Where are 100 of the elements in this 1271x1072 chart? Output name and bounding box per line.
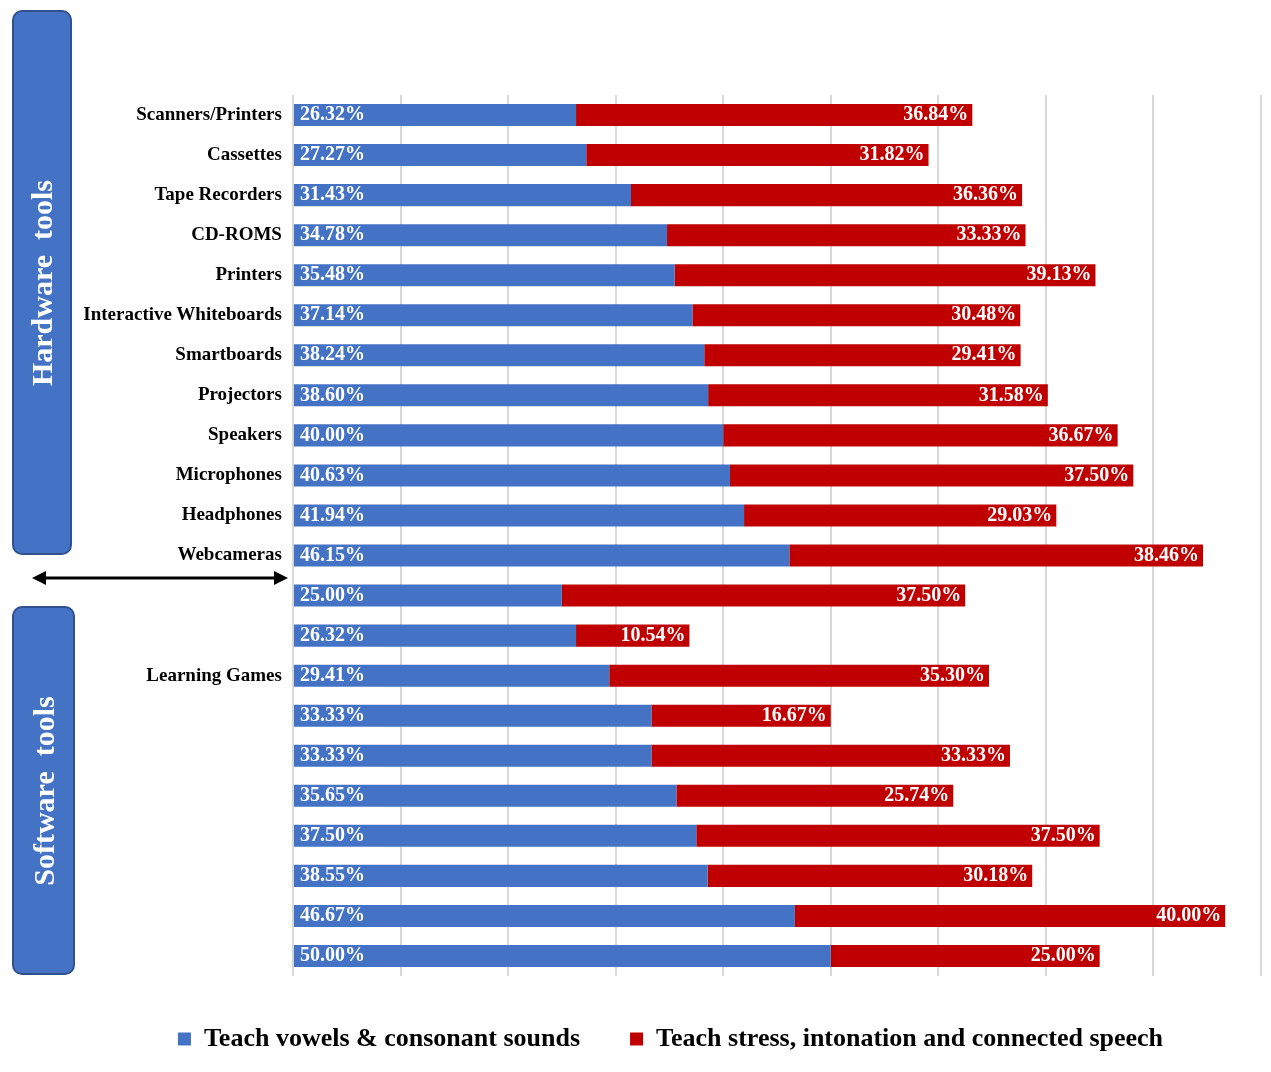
bar bbox=[609, 664, 989, 687]
data-label: 36.36% bbox=[953, 182, 1019, 205]
data-label: 35.30% bbox=[919, 662, 985, 685]
bar bbox=[293, 504, 745, 527]
data-label: 36.67% bbox=[1048, 422, 1114, 445]
text: Software tools bbox=[26, 695, 61, 886]
data-label: 29.41% bbox=[299, 662, 365, 685]
bar bbox=[561, 584, 966, 607]
bar bbox=[676, 784, 954, 807]
data-label: 31.43% bbox=[299, 182, 365, 205]
data-label: 26.32% bbox=[299, 622, 365, 645]
y-tick-label: Printers bbox=[215, 263, 282, 285]
y-tick-label: Tape Recorders bbox=[154, 183, 282, 205]
text: Hardware tools bbox=[25, 179, 59, 386]
data-label: 37.50% bbox=[299, 823, 365, 846]
data-label: 34.78% bbox=[299, 222, 365, 245]
y-tick-label: Interactive Whiteboards bbox=[83, 303, 282, 325]
bar bbox=[293, 824, 697, 847]
bar bbox=[293, 944, 831, 967]
data-label: 29.41% bbox=[951, 342, 1017, 365]
y-tick-label: Headphones bbox=[181, 503, 282, 525]
bar bbox=[729, 464, 1134, 487]
y-tick-label: Webcameras bbox=[177, 543, 282, 565]
data-label: 31.82% bbox=[859, 142, 925, 165]
data-label: 50.00% bbox=[299, 943, 365, 966]
data-label: 38.60% bbox=[299, 382, 365, 405]
bar bbox=[667, 224, 1026, 247]
data-label: 33.33% bbox=[299, 702, 365, 725]
data-label: 33.33% bbox=[940, 742, 1006, 765]
data-label: 36.84% bbox=[903, 102, 969, 125]
bar bbox=[576, 104, 973, 127]
y-tick-label: Microphones bbox=[175, 463, 282, 485]
data-label: 31.58% bbox=[978, 382, 1044, 405]
data-label: 33.33% bbox=[956, 222, 1022, 245]
data-label: 40.63% bbox=[299, 462, 365, 485]
data-label: 39.13% bbox=[1026, 262, 1092, 285]
data-label: 30.48% bbox=[951, 302, 1017, 325]
bar bbox=[707, 864, 1033, 887]
y-tick-label: Learning Games bbox=[146, 663, 282, 685]
data-label: 35.65% bbox=[299, 782, 365, 805]
legend-label: Teach vowels & consonant sounds bbox=[203, 1022, 581, 1052]
data-label: 35.48% bbox=[299, 262, 365, 285]
bar bbox=[293, 184, 632, 207]
bar bbox=[696, 824, 1100, 847]
legend-label: Teach stress, intonation and connected speech bbox=[656, 1022, 1164, 1052]
data-label: 41.94% bbox=[299, 502, 365, 525]
data-label: 37.14% bbox=[299, 302, 365, 325]
data-label: 25.00% bbox=[1030, 943, 1096, 966]
data-label: 33.33% bbox=[299, 742, 365, 765]
bar bbox=[692, 304, 1021, 327]
bar bbox=[704, 344, 1021, 367]
bar bbox=[744, 504, 1057, 527]
bar bbox=[794, 904, 1226, 927]
bar bbox=[586, 144, 929, 167]
data-label: 25.74% bbox=[884, 782, 950, 805]
bar bbox=[293, 384, 709, 407]
data-label: 30.18% bbox=[963, 863, 1029, 886]
bar bbox=[293, 144, 587, 167]
bar bbox=[293, 904, 795, 927]
bar bbox=[293, 784, 677, 807]
data-label: 46.67% bbox=[299, 903, 365, 926]
y-tick-label: Smartboards bbox=[175, 343, 282, 365]
bar bbox=[293, 104, 577, 127]
bar bbox=[293, 264, 675, 287]
data-label: 29.03% bbox=[987, 502, 1053, 525]
data-label: 40.00% bbox=[1156, 903, 1222, 926]
data-label: 40.00% bbox=[299, 422, 365, 445]
bar bbox=[293, 704, 652, 727]
bar bbox=[293, 584, 562, 607]
bar bbox=[789, 544, 1204, 567]
bar bbox=[631, 184, 1023, 207]
data-label: 37.50% bbox=[1064, 462, 1130, 485]
y-tick-label: Scanners/Printers bbox=[136, 102, 282, 124]
data-label: 10.54% bbox=[620, 622, 686, 645]
bar bbox=[293, 424, 724, 447]
bar bbox=[293, 624, 577, 647]
bar bbox=[293, 544, 790, 567]
data-label: 38.55% bbox=[299, 863, 365, 886]
bar bbox=[830, 944, 1100, 967]
bar bbox=[293, 664, 610, 687]
bar bbox=[293, 224, 668, 247]
data-label: 38.46% bbox=[1134, 542, 1200, 565]
bar bbox=[674, 264, 1096, 287]
bar bbox=[293, 744, 652, 767]
bar bbox=[293, 344, 705, 367]
bar bbox=[293, 464, 730, 487]
data-label: 26.32% bbox=[299, 102, 365, 125]
data-label: 38.24% bbox=[299, 342, 365, 365]
bar bbox=[723, 424, 1118, 447]
data-label: 37.50% bbox=[896, 582, 962, 605]
bar bbox=[293, 864, 708, 887]
data-label: 25.00% bbox=[299, 582, 365, 605]
y-tick-label: CD-ROMS bbox=[191, 223, 282, 245]
y-tick-label: Projectors bbox=[197, 383, 282, 405]
data-label: 16.67% bbox=[761, 702, 827, 725]
bar bbox=[708, 384, 1048, 407]
data-label: 27.27% bbox=[299, 142, 365, 165]
bar bbox=[293, 304, 693, 327]
data-label: 37.50% bbox=[1030, 823, 1096, 846]
y-tick-label: Speakers bbox=[208, 423, 282, 445]
